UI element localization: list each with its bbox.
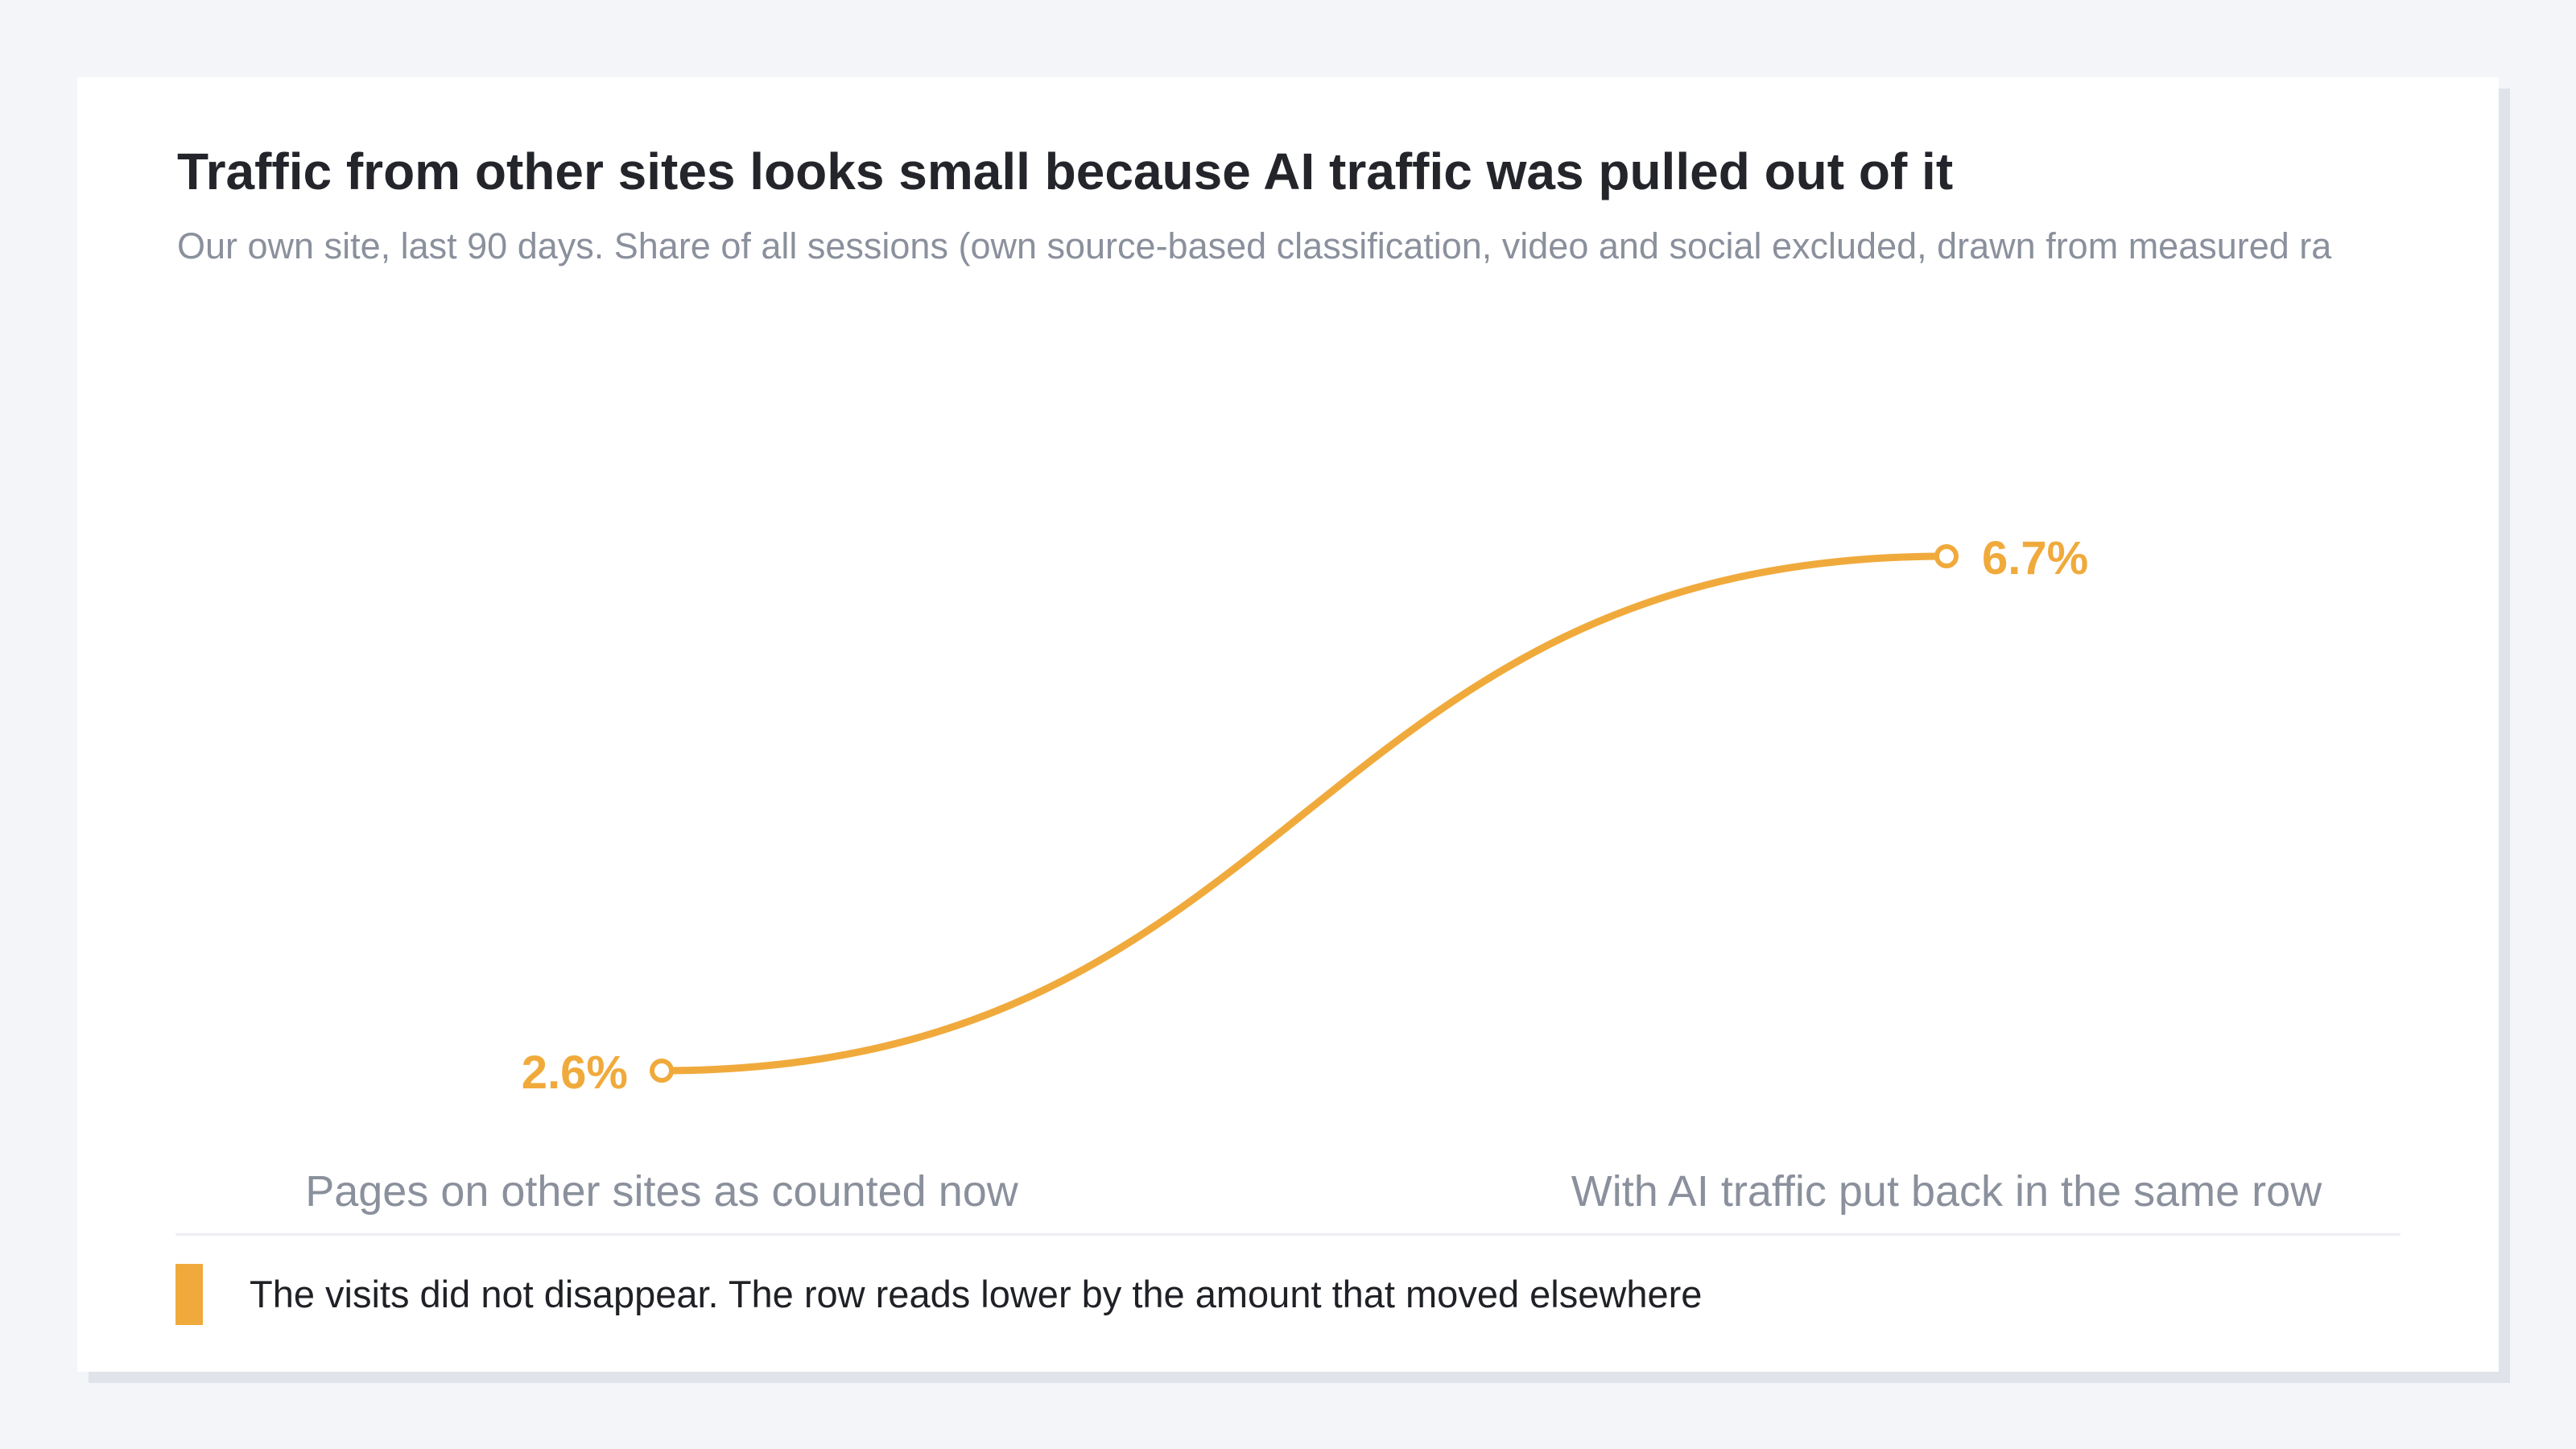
legend-swatch — [175, 1264, 203, 1325]
chart-card: Traffic from other sites looks small bec… — [77, 77, 2499, 1372]
chart-plot: 2.6% 6.7% Pages on other sites as counted … — [305, 532, 2322, 1216]
legend-text: The visits did not disappear. The row re… — [250, 1273, 1703, 1315]
category-label: Pages on other sites as counted now — [305, 1167, 1019, 1216]
data-point-marker — [650, 1059, 674, 1083]
legend-divider — [175, 1233, 2401, 1236]
data-label: 2.6% — [522, 1046, 628, 1099]
data-point-marker — [1934, 544, 1959, 568]
series-line — [658, 552, 1951, 1075]
category-label: With AI traffic put back in the same row — [1571, 1167, 2322, 1216]
chart-title: Traffic from other sites looks small bec… — [177, 142, 1954, 200]
data-label: 6.7% — [1982, 532, 2088, 584]
chart-subtitle: Our own site, last 90 days. Share of all… — [177, 225, 2332, 266]
